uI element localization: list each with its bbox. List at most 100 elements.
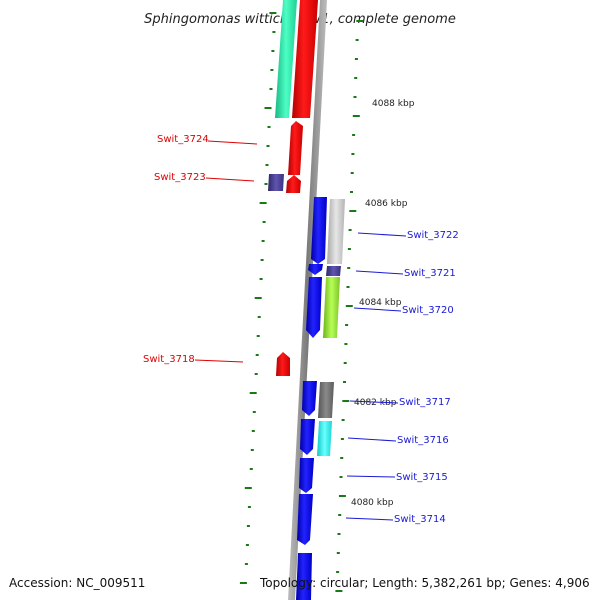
gene-label-swit-3720[interactable]: Swit_3720: [402, 305, 454, 316]
scale-label-4084: 4084 kbp: [359, 298, 402, 308]
tick-mark-outer: [354, 77, 358, 79]
scale-labels: 4088 kbp 4086 kbp 4084 kbp 4082 kbp 4080…: [351, 99, 415, 508]
tick-mark-inner: [256, 335, 260, 337]
tick-mark-inner: [252, 411, 256, 413]
tick-mark-outer: [344, 343, 348, 345]
scale-label-4088: 4088 kbp: [372, 99, 415, 109]
tick-mark-inner: [269, 12, 277, 14]
tick-mark-outer: [347, 248, 351, 250]
tick-mark-outer: [350, 172, 354, 174]
feature-darkgrey-block[interactable]: [318, 382, 334, 418]
tick-mark-inner: [264, 107, 272, 109]
gene-arrow-swit-3718[interactable]: [276, 352, 290, 376]
gene-arrow-swit-3716[interactable]: [300, 419, 315, 455]
tick-mark-inner: [270, 69, 274, 71]
gene-label-swit-3716[interactable]: Swit_3716: [397, 435, 449, 446]
feature-teal-block[interactable]: [275, 0, 297, 118]
tick-mark-inner: [245, 544, 249, 546]
gene-label-swit-3722[interactable]: Swit_3722: [407, 230, 459, 241]
tick-mark-inner: [272, 31, 276, 33]
tick-mark-inner: [249, 392, 257, 394]
gene-arrow-swit-3717[interactable]: [302, 381, 317, 416]
gene-label-swit-3723[interactable]: Swit_3723: [154, 172, 206, 183]
tick-mark-inner: [246, 525, 250, 527]
tick-mark-outer: [336, 552, 340, 554]
tick-mark-inner: [271, 50, 275, 52]
tick-mark-inner: [247, 506, 251, 508]
tick-mark-inner: [259, 278, 263, 280]
tick-mark-outer: [355, 39, 359, 41]
tick-mark-outer: [339, 476, 343, 478]
tick-mark-outer: [338, 495, 346, 497]
tick-mark-outer: [340, 457, 344, 459]
tick-mark-outer: [352, 115, 360, 117]
feature-track-forward: [296, 197, 345, 600]
tick-mark-outer: [338, 514, 342, 516]
tick-mark-outer: [346, 286, 350, 288]
tick-mark-inner: [244, 487, 252, 489]
tick-mark-inner: [251, 430, 255, 432]
tick-mark-outer: [354, 58, 358, 60]
gene-arrow-swit-3714[interactable]: [297, 494, 313, 545]
tick-mark-inner: [260, 259, 264, 261]
tick-mark-inner: [255, 354, 259, 356]
feature-track-reverse: [268, 0, 318, 376]
tick-mark-inner: [239, 582, 247, 584]
tick-mark-inner: [257, 316, 261, 318]
feature-green-block[interactable]: [323, 277, 340, 338]
feature-cyan-block[interactable]: [317, 421, 332, 456]
gene-arrow-swit-3723[interactable]: [286, 175, 301, 193]
tick-mark-outer: [341, 419, 345, 421]
gene-arrow-swit-3722[interactable]: [311, 197, 327, 264]
tick-mark-inner: [249, 468, 253, 470]
tick-mark-inner: [261, 240, 265, 242]
feature-purple-block[interactable]: [268, 174, 284, 191]
topology-text: Topology: circular; Length: 5,382,261 bp…: [259, 576, 590, 590]
gene-label-swit-3717[interactable]: Swit_3717: [399, 397, 451, 408]
tick-mark-outer: [352, 134, 356, 136]
gene-label-swit-3724[interactable]: Swit_3724: [157, 134, 209, 145]
tick-mark-outer: [343, 381, 346, 383]
tick-mark-outer: [356, 20, 364, 22]
tick-mark-outer: [342, 400, 350, 402]
gene-label-swit-3714[interactable]: Swit_3714: [394, 514, 446, 525]
gene-label-swit-3721[interactable]: Swit_3721: [404, 268, 456, 279]
tick-mark-outer: [345, 324, 349, 326]
scale-label-4082: 4082 kbp: [354, 398, 397, 408]
tick-mark-inner: [250, 449, 254, 451]
scale-tick-marks: [239, 12, 364, 592]
tick-mark-inner: [266, 145, 270, 147]
tick-mark-outer: [348, 229, 352, 231]
gene-arrow-swit-3724[interactable]: [288, 121, 303, 175]
tick-mark-outer: [343, 362, 347, 364]
tick-mark-inner: [244, 563, 248, 565]
gene-label-swit-3718[interactable]: Swit_3718: [143, 354, 195, 365]
tick-mark-inner: [262, 221, 266, 223]
tick-mark-outer: [340, 438, 344, 440]
feature-purple-block-right[interactable]: [326, 266, 341, 276]
tick-mark-outer: [350, 191, 353, 193]
tick-mark-inner: [259, 202, 267, 204]
gene-labels: Swit_3724 Swit_3723 Swit_3722 Swit_3721 …: [143, 134, 459, 525]
scale-label-4080: 4080 kbp: [351, 498, 394, 508]
gene-arrow-swit-3721[interactable]: [308, 264, 323, 275]
feature-grey-block[interactable]: [327, 199, 345, 264]
gene-arrow-swit-3720[interactable]: [306, 277, 322, 338]
tick-mark-outer: [337, 533, 341, 535]
accession-text: Accession: NC_009511: [9, 576, 145, 590]
tick-mark-outer: [335, 590, 343, 592]
scale-label-4086: 4086 kbp: [365, 199, 408, 209]
tick-mark-inner: [254, 373, 258, 375]
feature-red-block-top[interactable]: [292, 0, 318, 118]
tick-mark-inner: [254, 297, 262, 299]
genome-backbone: [288, 0, 327, 600]
feature-blue-block-bottom[interactable]: [296, 553, 312, 600]
gene-arrow-swit-3715[interactable]: [299, 458, 314, 493]
tick-mark-outer: [353, 96, 357, 98]
tick-mark-inner: [264, 183, 268, 185]
gene-label-swit-3715[interactable]: Swit_3715: [396, 472, 448, 483]
tick-mark-outer: [349, 210, 357, 212]
tick-mark-outer: [347, 267, 351, 269]
